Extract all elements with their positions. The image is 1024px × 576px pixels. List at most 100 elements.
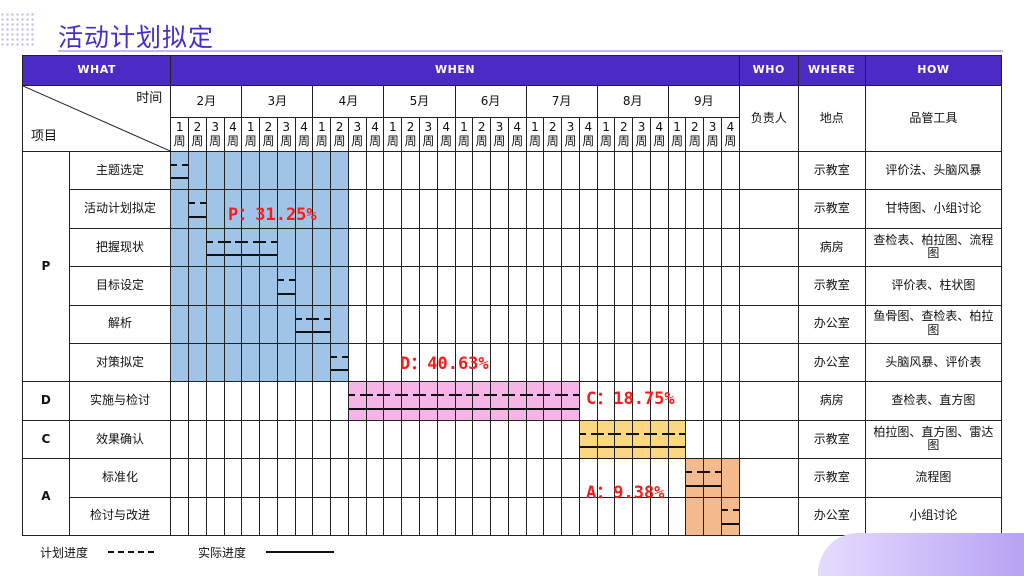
- percent-p: P：31.25%: [228, 205, 317, 225]
- week-cell: [721, 496, 740, 536]
- week-cell: [383, 266, 403, 306]
- week-cell: [561, 458, 580, 498]
- week-cell: [454, 496, 474, 536]
- plan-progress-line: [420, 394, 437, 397]
- week-cell: [170, 189, 190, 229]
- week-cell: [383, 381, 403, 421]
- week-char: 周: [369, 133, 382, 148]
- week-cell: [223, 458, 243, 498]
- week-cell: [543, 189, 563, 229]
- week-char: 周: [600, 133, 613, 148]
- week-cell: [703, 381, 722, 421]
- week-cell: [330, 419, 349, 460]
- week-cell: [436, 189, 456, 229]
- week-number: 2: [406, 119, 415, 134]
- place-cell: 病房: [797, 227, 866, 268]
- actual-progress-line: [225, 254, 241, 257]
- week-cell: [472, 381, 492, 421]
- week-cell: [685, 304, 705, 344]
- place-cell: 办公室: [797, 342, 866, 383]
- week-char: 周: [546, 133, 559, 148]
- actual-progress-line: [686, 484, 703, 487]
- place-cell: 病房: [797, 381, 866, 421]
- week-cell: [294, 150, 314, 191]
- week-cell: [205, 304, 225, 344]
- week-cell: [525, 342, 545, 383]
- actual-progress-line: [349, 407, 366, 410]
- week-cell: [205, 266, 225, 306]
- week-cell: [649, 419, 669, 460]
- month-header: 5月: [383, 85, 456, 118]
- actual-progress-line: [473, 407, 490, 410]
- week-cell: [418, 150, 438, 191]
- plan-progress-line: [633, 432, 650, 435]
- week-cell: [507, 266, 527, 306]
- week-cell: [170, 342, 190, 383]
- actual-progress-line: [438, 407, 455, 410]
- actual-progress-line: [580, 446, 597, 449]
- week-number: 1: [175, 119, 184, 134]
- week-cell: [703, 189, 722, 229]
- week-number: 4: [442, 119, 450, 134]
- actual-progress-line: [598, 446, 614, 449]
- week-number: 4: [584, 119, 593, 134]
- week-cell: [276, 342, 296, 383]
- page-title: 活动计划拟定: [58, 23, 215, 52]
- month-header: 2月: [170, 85, 243, 118]
- week-number: 1: [460, 119, 468, 134]
- actual-progress-line: [722, 522, 739, 525]
- plan-progress-line: [367, 394, 383, 397]
- plan-progress-line: [580, 432, 597, 435]
- week-cell: [170, 227, 190, 268]
- week-cell: [188, 342, 207, 383]
- week-cell: [188, 419, 207, 460]
- week-cell: [578, 304, 598, 344]
- decorative-dots: [0, 12, 34, 48]
- week-cell: [490, 381, 509, 421]
- week-cell: [721, 304, 740, 344]
- week-cell: [454, 266, 474, 306]
- week-char: 周: [209, 133, 222, 148]
- week-cell: [276, 496, 296, 536]
- week-cell: [649, 150, 669, 191]
- week-cell: [223, 419, 243, 460]
- week-char: 周: [262, 133, 275, 148]
- week-cell: [596, 419, 616, 460]
- week-char: 周: [315, 133, 328, 148]
- place-cell: 示教室: [797, 458, 866, 498]
- owner-cell: [738, 496, 799, 536]
- week-cell: [205, 342, 225, 383]
- week-cell: [721, 458, 740, 498]
- week-cell: [330, 189, 349, 229]
- week-cell: [241, 189, 261, 229]
- week-cell: [330, 381, 349, 421]
- week-char: 周: [244, 133, 257, 148]
- week-char: 周: [191, 133, 204, 148]
- actual-progress-line: [509, 407, 526, 410]
- plan-progress-line: [384, 394, 401, 397]
- week-cell: [259, 227, 278, 268]
- week-cell: [543, 150, 563, 191]
- week-cell: [721, 150, 740, 191]
- week-cell: [721, 189, 740, 229]
- month-header: 9月: [667, 85, 740, 118]
- week-char: 周: [386, 133, 399, 148]
- week-char: 周: [457, 133, 470, 148]
- week-number: 4: [371, 119, 379, 134]
- week-cell: [259, 342, 278, 383]
- week-cell: [436, 419, 456, 460]
- tool-cell: 查检表、直方图: [864, 381, 1003, 421]
- week-cell: [347, 496, 367, 536]
- percent-d: D：40.63%: [400, 354, 489, 374]
- actual-progress-line: [456, 407, 472, 410]
- actual-progress-line: [367, 407, 383, 410]
- week-cell: [418, 227, 438, 268]
- week-char: 周: [528, 133, 541, 148]
- week-cell: [401, 266, 420, 306]
- actual-progress-line: [242, 254, 259, 257]
